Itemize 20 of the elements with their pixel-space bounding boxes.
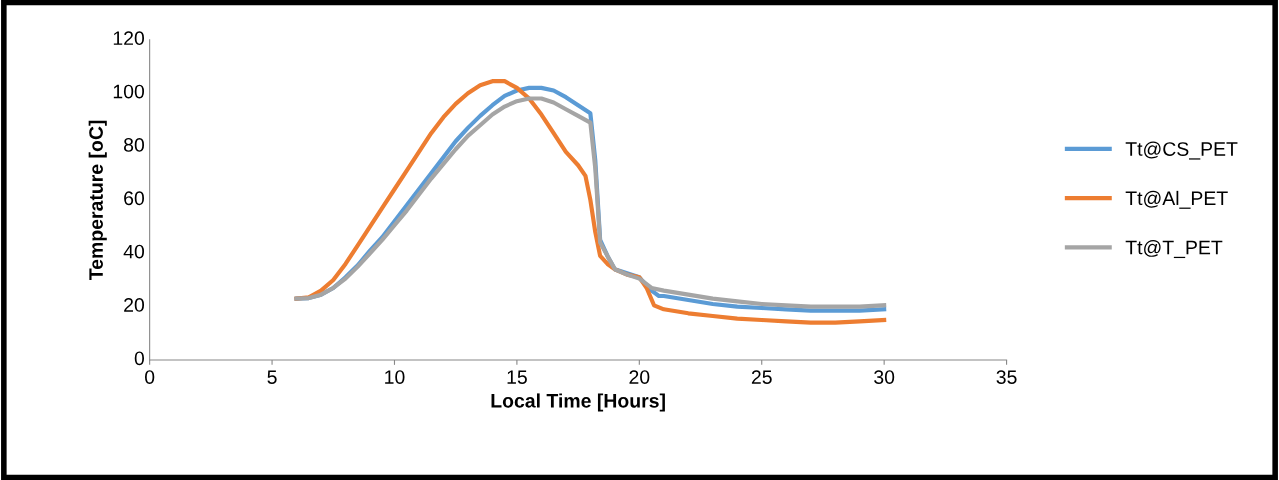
x-tick-label: 20: [629, 370, 650, 384]
x-tick-label: 0: [145, 370, 155, 384]
y-axis-title: Temperature [oC]: [88, 120, 107, 281]
x-tick-label: 5: [267, 370, 277, 384]
y-tick-label: 100: [113, 84, 145, 99]
x-axis-title: Local Time [Hours]: [491, 393, 665, 412]
x-tick-label: 10: [385, 370, 405, 384]
y-tick-label: 20: [124, 298, 145, 312]
y-tick-label: 0: [134, 351, 145, 366]
y-tick-label: 120: [113, 31, 145, 46]
x-tick-label: 25: [751, 370, 772, 384]
legend-label: Tt@Al_PET: [1125, 190, 1228, 209]
y-tick-label: 80: [124, 138, 145, 152]
x-tick-label: 35: [996, 370, 1017, 384]
x-tick-label: 15: [507, 370, 527, 384]
legend-label: Tt@T_PET: [1125, 240, 1223, 259]
y-tick-label: 40: [123, 244, 145, 259]
legend-label: Tt@CS_PET: [1125, 141, 1238, 160]
x-tick-label: 30: [874, 370, 895, 384]
y-tick-label: 60: [124, 191, 145, 206]
